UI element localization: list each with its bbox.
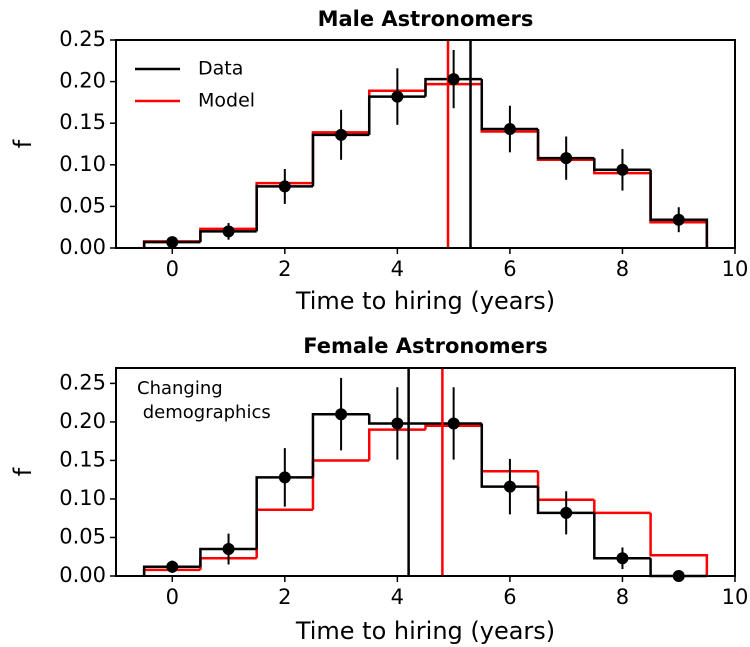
x-tick-label: 8 [616,585,629,609]
histogram-step [199,230,257,243]
y-tick-label: 0.05 [59,193,106,217]
legend-label: Model [198,90,255,112]
annotation: Changing [137,378,223,399]
data-point [616,552,629,565]
histogram-step [480,79,539,131]
y-tick-label: 0.20 [59,69,106,93]
histogram-step [311,459,370,510]
x-axis-label: Time to hiring (years) [295,287,555,315]
histogram-step [142,240,201,248]
histogram-step [536,129,595,160]
histogram-step [142,565,201,576]
data-point [278,471,291,484]
histogram-step [649,512,709,576]
y-tick-label: 0.00 [59,235,106,259]
histogram-step [311,133,370,187]
data-point [503,480,516,493]
y-tick-label: 0.15 [59,110,106,134]
y-tick-label: 0.15 [59,447,106,471]
y-tick-label: 0.00 [59,563,106,587]
y-axis-label: f [9,467,37,476]
x-axis-label: Time to hiring (years) [295,617,555,645]
y-tick-label: 0.05 [59,524,106,548]
histogram-step [367,414,426,425]
data-point [447,417,460,430]
data-point [503,123,516,136]
data-point [335,408,348,421]
annotation: demographics [137,402,271,423]
x-tick-label: 10 [722,585,749,609]
legend-label: Data [198,58,243,80]
histogram-step [424,77,482,97]
x-tick-label: 6 [503,585,516,609]
histogram-step [367,95,426,135]
histogram-step [255,508,313,559]
histogram-step [480,423,539,488]
histogram-step [536,486,595,515]
y-tick-label: 0.10 [59,486,106,510]
y-tick-label: 0.20 [59,409,106,433]
data-point [560,506,573,519]
histogram-step [255,476,313,550]
y-tick-label: 0.10 [59,152,106,176]
data-point [560,152,573,165]
data-point [222,543,235,556]
data-point [278,180,291,193]
x-tick-label: 4 [391,257,404,281]
data-point [166,236,179,249]
x-tick-label: 8 [616,257,629,281]
histogram-step [593,499,651,515]
histogram-step [255,185,313,232]
y-tick-label: 0.25 [59,27,106,51]
data-point [391,417,404,430]
x-tick-label: 0 [166,257,179,281]
x-tick-label: 10 [722,257,749,281]
x-tick-label: 2 [278,257,291,281]
data-point [391,90,404,103]
x-tick-label: 6 [503,257,516,281]
histogram-step [199,547,257,567]
data-point [166,560,179,573]
chart-title: Male Astronomers [318,7,534,31]
histogram-step [311,412,370,478]
data-point [222,225,235,238]
x-tick-label: 0 [166,585,179,609]
data-point [616,163,629,176]
x-tick-label: 4 [391,585,404,609]
histogram-step [593,158,651,172]
histogram-step [593,512,651,560]
axes-frame [115,39,736,249]
y-axis-label: f [9,139,37,148]
chart-title: Female Astronomers [303,334,547,358]
data-point [335,128,348,141]
histogram-step [424,424,482,430]
histogram-step [367,428,426,461]
data-point [672,213,685,226]
axes-frame [115,367,736,577]
x-tick-label: 2 [278,585,291,609]
data-point [447,73,460,86]
y-tick-label: 0.25 [59,370,106,394]
